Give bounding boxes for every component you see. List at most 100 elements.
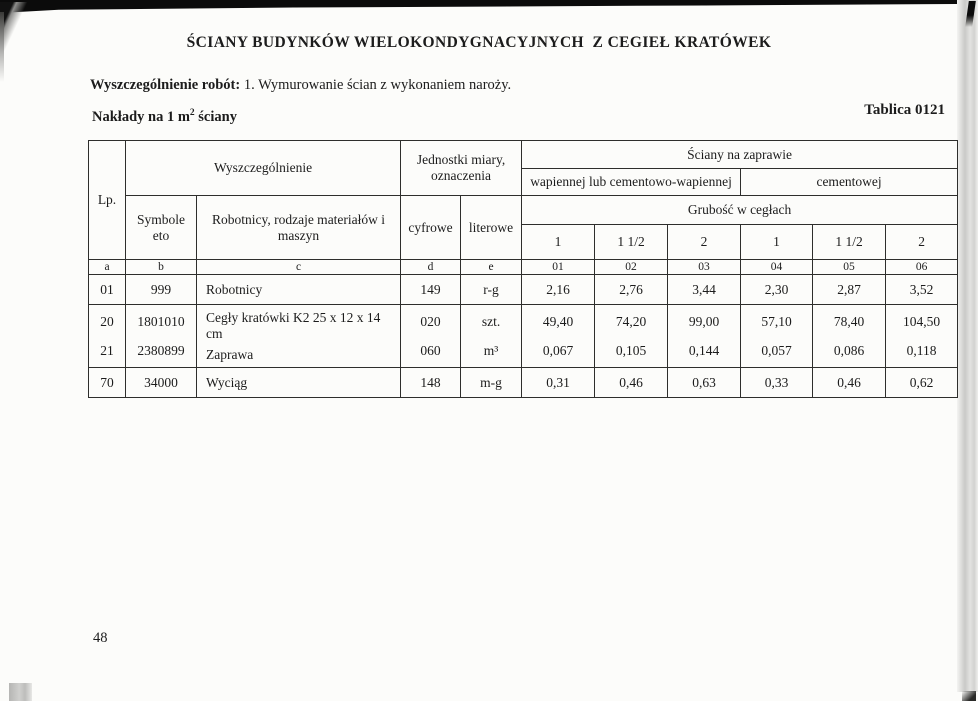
scan-edge-top xyxy=(0,0,978,13)
cell-value-line1: 49,40 xyxy=(542,313,574,329)
cell-value: 2,87 xyxy=(812,274,887,305)
cell-value-line2: 0,067 xyxy=(542,342,574,358)
cell-value-line1: 74,20 xyxy=(615,313,647,329)
cell-value: 2,76 xyxy=(594,274,669,305)
outlays-superscript: 2 xyxy=(189,108,195,119)
cell-value-line1: 99,00 xyxy=(688,313,720,329)
header-robotnicy: Robotnicy, rodzaje materiałów i maszyn xyxy=(195,195,402,260)
column-letter-a: a xyxy=(88,259,126,275)
cell-lp: 70 xyxy=(88,367,126,398)
column-letter-e: e xyxy=(460,259,523,275)
cell-lp-line2: 21 xyxy=(100,342,114,358)
page-title: ŚCIANY BUDYNKÓW WIELOKONDYGNACYJNYCH Z C… xyxy=(186,34,772,51)
cell-value-line1: 78,40 xyxy=(833,313,865,329)
cell-unit-digit: 149 xyxy=(400,274,462,305)
cell-unit-digit: 020 060 xyxy=(400,304,462,368)
scan-corner-bottom-left xyxy=(9,683,32,701)
header-thickness-6: 2 xyxy=(885,224,959,260)
header-zaprawa-cementowa: cementowej xyxy=(740,168,959,196)
column-code-02: 02 xyxy=(594,259,669,275)
works-label: Wyszczególnienie robót: xyxy=(90,77,244,93)
cell-symbol: 999 xyxy=(125,274,197,305)
table-row-robotnicy: 01 999 Robotnicy 149 r-g 2,16 2,76 3,44 … xyxy=(88,274,959,305)
cell-value: 0,33 xyxy=(740,367,814,398)
column-letter-d: d xyxy=(400,259,462,275)
works-specification-line: Wyszczególnienie robót: 1. Wymurowanie ś… xyxy=(90,77,511,94)
cell-value: 3,52 xyxy=(885,274,959,305)
header-wyszczegolnienie: Wyszczególnienie xyxy=(124,140,402,196)
outlays-suffix: ściany xyxy=(194,109,237,125)
cell-name-line1: Cegły kratówki K2 25 x 12 x 14 cm xyxy=(206,309,381,341)
cell-name: Cegły kratówki K2 25 x 12 x 14 cm Zaprawa xyxy=(195,304,402,368)
cell-value-line2: 0,105 xyxy=(615,342,647,358)
header-symbole-eto: Symbole eto xyxy=(125,195,197,260)
cell-unit-letter: m-g xyxy=(460,367,523,398)
cell-symbol: 34000 xyxy=(125,367,197,398)
column-letter-b: b xyxy=(125,259,197,275)
cell-value: 0,62 xyxy=(885,367,959,398)
norms-table: Lp. Wyszczególnienie Jednostki miary, oz… xyxy=(88,140,959,398)
scan-edge-left xyxy=(0,12,4,82)
table-row-materials-group: 20 21 1801010 2380899 Cegły kratówki K2 25… xyxy=(88,304,959,368)
header-thickness-5: 1 1/2 xyxy=(812,224,887,260)
header-thickness-1: 1 xyxy=(521,224,596,260)
header-literowe: literowe xyxy=(460,195,523,260)
page-number: 48 xyxy=(93,630,108,646)
cell-unit-letter-line2: m³ xyxy=(483,342,499,358)
header-thickness-2: 1 1/2 xyxy=(594,224,669,260)
cell-unit-digit-line2: 060 xyxy=(420,342,441,358)
cell-symbol: 1801010 2380899 xyxy=(125,304,197,368)
outlays-prefix: Nakłady na 1 m xyxy=(92,109,190,125)
cell-value-line2: 0,057 xyxy=(761,342,792,358)
cell-lp-line1: 20 xyxy=(100,313,114,329)
cell-lp: 20 21 xyxy=(88,304,126,368)
cell-value: 0,46 xyxy=(812,367,887,398)
header-jednostki-miary: Jednostki miary, oznaczenia xyxy=(400,140,523,196)
cell-symbol-line1: 1801010 xyxy=(137,313,185,329)
column-letter-c: c xyxy=(195,259,402,275)
cell-value: 49,40 0,067 xyxy=(521,304,596,368)
cell-unit-letter-line1: szt. xyxy=(481,313,501,329)
header-cyfrowe: cyfrowe xyxy=(400,195,462,260)
cell-unit-letter: szt. m³ xyxy=(460,304,523,368)
header-lp: Lp. xyxy=(88,140,126,260)
cell-name-line2: Zaprawa xyxy=(206,346,254,362)
header-thickness-3: 2 xyxy=(667,224,742,260)
cell-symbol-line2: 2380899 xyxy=(137,342,185,358)
cell-unit-digit: 148 xyxy=(400,367,462,398)
cell-value: 74,20 0,105 xyxy=(594,304,669,368)
cell-name: Robotnicy xyxy=(195,274,402,305)
cell-value: 78,40 0,086 xyxy=(812,304,887,368)
cell-value: 3,44 xyxy=(667,274,742,305)
table-number: Tablica 0121 xyxy=(864,102,945,118)
column-code-05: 05 xyxy=(812,259,887,275)
cell-value: 2,30 xyxy=(740,274,814,305)
header-zaprawa-wapienna: wapiennej lub cementowo-wapiennej xyxy=(521,168,742,196)
cell-unit-letter: r-g xyxy=(460,274,523,305)
cell-unit-digit-line1: 020 xyxy=(420,313,441,329)
cell-value-line1: 57,10 xyxy=(761,313,792,329)
table-row-wyciag: 70 34000 Wyciąg 148 m-g 0,31 0,46 0,63 0… xyxy=(88,367,959,398)
cell-name: Wyciąg xyxy=(195,367,402,398)
cell-value: 0,46 xyxy=(594,367,669,398)
column-code-03: 03 xyxy=(667,259,742,275)
cell-value: 0,63 xyxy=(667,367,742,398)
cell-value-line2: 0,144 xyxy=(688,342,720,358)
works-text: 1. Wymurowanie ścian z wykonaniem naroży… xyxy=(243,77,512,93)
cell-value-line1: 104,50 xyxy=(903,313,941,329)
header-thickness-4: 1 xyxy=(740,224,814,260)
cell-value: 99,00 0,144 xyxy=(667,304,742,368)
column-code-01: 01 xyxy=(521,259,596,275)
cell-value: 0,31 xyxy=(521,367,596,398)
cell-value-line2: 0,086 xyxy=(833,342,865,358)
header-grubosc-w-ceglach: Grubość w cegłach xyxy=(521,195,959,225)
header-sciany-na-zaprawie: Ściany na zaprawie xyxy=(521,140,959,169)
outlays-heading: Nakłady na 1 m2 ściany xyxy=(92,108,237,126)
scan-edge-right xyxy=(957,0,978,692)
column-code-04: 04 xyxy=(740,259,814,275)
cell-value: 2,16 xyxy=(521,274,596,305)
cell-value: 57,10 0,057 xyxy=(740,304,814,368)
cell-value-line2: 0,118 xyxy=(906,342,937,358)
cell-value: 104,50 0,118 xyxy=(885,304,959,368)
